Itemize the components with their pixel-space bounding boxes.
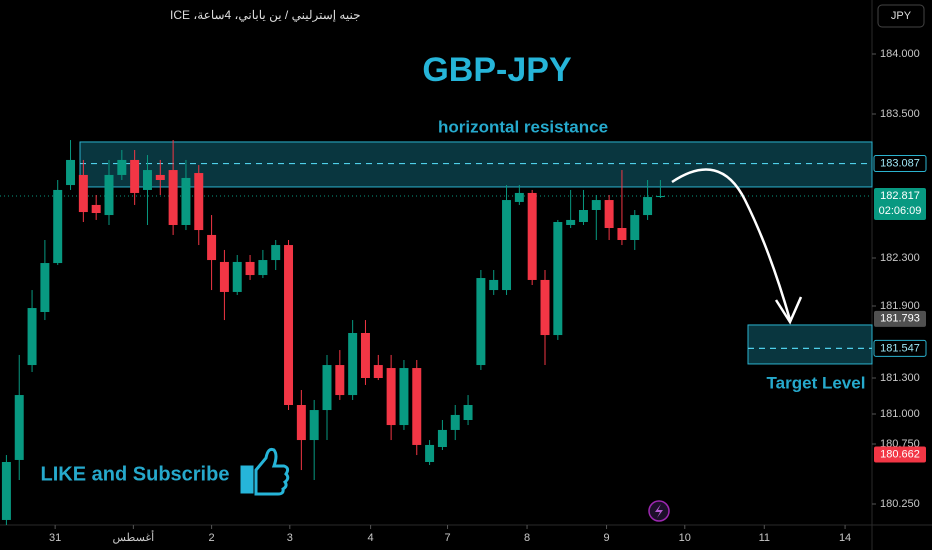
candle-body bbox=[360, 333, 370, 378]
candle-body bbox=[155, 174, 165, 180]
y-tick-label: 184.000 bbox=[880, 48, 920, 60]
candle-body bbox=[399, 368, 409, 426]
marker-high-price: 181.793 bbox=[880, 313, 920, 325]
candle-body bbox=[245, 261, 255, 276]
y-tick-label: 180.250 bbox=[880, 498, 920, 510]
x-tick-label: 2 bbox=[209, 532, 215, 544]
candle-body bbox=[540, 279, 550, 336]
x-tick-label: 31 bbox=[49, 532, 61, 544]
candle-body bbox=[117, 159, 127, 175]
chart-title: GBP-JPY bbox=[422, 51, 572, 89]
candle-body bbox=[232, 261, 242, 292]
candle-body bbox=[219, 261, 229, 292]
candle-body bbox=[527, 192, 537, 280]
x-tick-label: 7 bbox=[444, 532, 450, 544]
last-price-box bbox=[874, 187, 926, 220]
currency-label: JPY bbox=[891, 10, 912, 22]
candle-body bbox=[412, 368, 422, 445]
candle-body bbox=[1, 462, 11, 520]
candle-body bbox=[553, 222, 563, 336]
y-tick-label: 181.900 bbox=[880, 300, 920, 312]
candle-body bbox=[450, 414, 460, 430]
y-tick-label: 182.300 bbox=[880, 252, 920, 264]
candle-body bbox=[437, 429, 447, 447]
x-tick-label: 9 bbox=[603, 532, 609, 544]
candle-body bbox=[425, 444, 435, 462]
candle-body bbox=[53, 189, 63, 264]
candle-body bbox=[335, 365, 345, 396]
y-tick-label: 183.500 bbox=[880, 108, 920, 120]
target-zone bbox=[747, 324, 873, 365]
candle-body bbox=[476, 278, 486, 366]
target-label: Target Level bbox=[767, 373, 866, 392]
candle-body bbox=[78, 174, 88, 213]
candle-body bbox=[514, 192, 524, 202]
candle-body bbox=[566, 219, 576, 225]
candle-body bbox=[91, 204, 101, 213]
lightning bbox=[655, 504, 663, 518]
candle-body bbox=[130, 159, 140, 193]
x-tick-label: 10 bbox=[679, 532, 691, 544]
candle-body bbox=[322, 365, 332, 411]
marker-low-price-box bbox=[874, 446, 926, 463]
projection-arrow bbox=[671, 168, 792, 321]
candle-body bbox=[617, 228, 627, 240]
candle-body bbox=[578, 210, 588, 222]
thumbs-up-icon bbox=[240, 447, 290, 496]
candle-body bbox=[284, 245, 294, 405]
candle-body bbox=[604, 200, 614, 228]
x-tick-label: 4 bbox=[368, 532, 374, 544]
candle-body bbox=[207, 234, 217, 261]
candle-body bbox=[40, 263, 50, 312]
candle-body bbox=[181, 177, 191, 225]
x-tick-label: 8 bbox=[524, 532, 530, 544]
resistance-zone bbox=[79, 141, 873, 188]
candle-body bbox=[655, 195, 665, 198]
candle-body bbox=[630, 215, 640, 240]
candle-body bbox=[296, 405, 306, 441]
resistance-price-box bbox=[873, 155, 927, 173]
candle-body bbox=[194, 173, 204, 231]
candle-body bbox=[142, 170, 152, 190]
x-tick-label: 14 bbox=[839, 532, 851, 544]
arrow-head bbox=[774, 296, 803, 325]
candle-body bbox=[348, 333, 358, 396]
marker-high-price-box bbox=[874, 310, 926, 327]
last-price: 182.817 bbox=[880, 190, 920, 202]
target-price-box bbox=[873, 339, 927, 357]
resistance-label: horizontal resistance bbox=[438, 117, 608, 136]
x-tick-label: أغسطس bbox=[113, 530, 155, 544]
candle-body bbox=[14, 395, 24, 460]
x-tick-label: 11 bbox=[759, 532, 770, 544]
candle-body bbox=[373, 365, 383, 378]
candle-body bbox=[591, 200, 601, 210]
resistance-price: 183.087 bbox=[880, 157, 920, 169]
candle-body bbox=[27, 308, 37, 366]
candle-body bbox=[104, 174, 114, 216]
candle-body bbox=[258, 260, 268, 276]
marker-low-price: 180.662 bbox=[880, 448, 920, 460]
y-tick-label: 181.000 bbox=[880, 408, 920, 420]
currency-button[interactable] bbox=[877, 4, 925, 28]
target-price: 181.547 bbox=[880, 342, 920, 354]
candle-body bbox=[168, 170, 178, 225]
candle-body bbox=[66, 159, 76, 186]
candle-body bbox=[386, 368, 396, 426]
candle-body bbox=[643, 197, 653, 216]
candle-body bbox=[271, 245, 281, 261]
candle-body bbox=[309, 410, 319, 441]
symbol-info: جنيه إسترليني / ين ياباني، 4ساعة، ICE bbox=[170, 8, 361, 23]
countdown: 02:06:09 bbox=[879, 205, 922, 217]
candle-body bbox=[502, 200, 512, 291]
candle-body bbox=[463, 405, 473, 420]
candle-body bbox=[489, 279, 499, 291]
y-tick-label: 181.300 bbox=[880, 372, 920, 384]
x-tick-label: 3 bbox=[287, 532, 293, 544]
cta-label: LIKE and Subscribe bbox=[41, 463, 230, 485]
